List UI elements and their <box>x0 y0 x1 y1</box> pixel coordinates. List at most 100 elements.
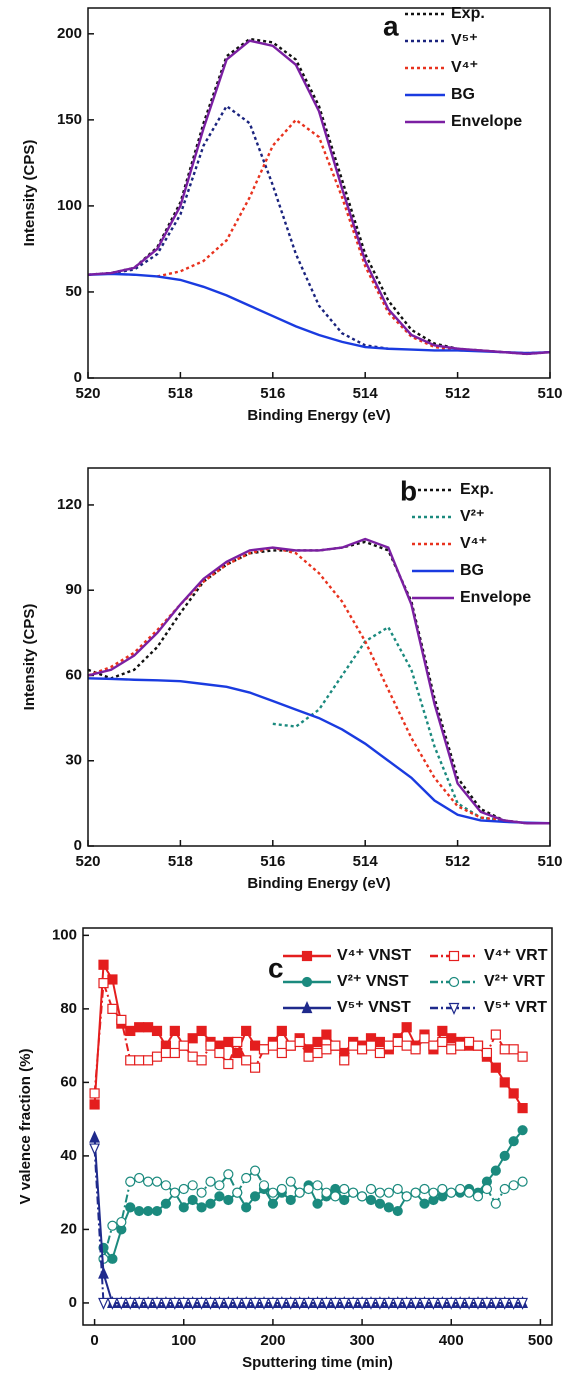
panel: 0 30 60 90 120 520 518 516 514 512 510 Binding Ener… <box>21 467 563 892</box>
marker <box>446 1044 457 1055</box>
marker <box>89 1143 101 1156</box>
marker <box>401 1040 412 1051</box>
marker <box>142 1055 154 1066</box>
y-tick-label: 40 <box>60 1147 77 1164</box>
marker <box>445 1297 457 1310</box>
marker <box>419 1297 430 1310</box>
marker <box>116 1014 127 1025</box>
marker <box>187 1033 198 1044</box>
x-tick-label: 512 <box>445 385 470 402</box>
marker <box>301 976 313 988</box>
marker <box>125 1176 136 1187</box>
marker <box>258 1044 270 1055</box>
marker <box>134 1055 145 1066</box>
marker <box>213 1297 225 1310</box>
marker <box>356 1191 368 1202</box>
marker <box>196 1055 207 1066</box>
series-line <box>88 272 550 355</box>
marker <box>276 1297 288 1310</box>
y-tick-label: 100 <box>57 197 82 214</box>
x-tick-label: 500 <box>528 1332 553 1349</box>
marker <box>178 1202 189 1213</box>
legend-label: BG <box>451 86 475 103</box>
marker <box>383 1040 394 1051</box>
y-tick-label: 150 <box>57 111 82 128</box>
y-tick-label: 0 <box>74 837 82 854</box>
marker <box>151 1176 163 1187</box>
marker <box>294 1036 305 1048</box>
legend-label: V⁵⁺ <box>451 32 478 49</box>
legend-label: V⁴⁺ <box>451 59 478 76</box>
marker <box>348 1187 359 1198</box>
marker <box>205 1198 216 1209</box>
marker <box>196 1202 207 1213</box>
marker <box>134 1172 145 1184</box>
marker <box>205 1176 216 1187</box>
marker <box>490 1062 501 1073</box>
series-line <box>157 118 550 355</box>
marker <box>223 1169 234 1180</box>
marker <box>437 1025 448 1037</box>
marker <box>178 1183 189 1195</box>
series-line <box>88 540 550 825</box>
marker <box>98 1297 109 1310</box>
marker <box>321 1187 332 1198</box>
marker <box>338 1297 350 1310</box>
marker <box>115 1297 127 1310</box>
marker <box>134 1022 145 1033</box>
marker <box>258 1180 270 1191</box>
marker <box>125 1055 136 1066</box>
marker <box>392 1297 404 1310</box>
marker <box>187 1180 198 1191</box>
legend-label: Exp. <box>451 5 485 22</box>
marker <box>107 974 118 985</box>
marker <box>419 1033 430 1044</box>
marker <box>187 1194 198 1206</box>
marker <box>329 1297 341 1310</box>
marker <box>374 1198 386 1209</box>
marker <box>455 1040 466 1051</box>
marker <box>508 1136 519 1147</box>
marker <box>374 1036 386 1048</box>
x-tick-label: 514 <box>353 385 379 402</box>
marker <box>365 1183 377 1195</box>
plot-area <box>89 959 529 1310</box>
plot-area <box>88 37 550 356</box>
marker <box>472 1297 484 1310</box>
marker <box>285 1040 296 1051</box>
marker <box>125 1025 136 1037</box>
marker <box>258 1297 270 1310</box>
marker <box>312 1047 323 1059</box>
series-line <box>88 546 550 825</box>
legend-label: V⁴⁺ VNST <box>337 947 411 964</box>
marker <box>303 1183 314 1195</box>
marker <box>374 1047 386 1059</box>
marker <box>214 1191 225 1202</box>
marker <box>116 1216 127 1228</box>
marker <box>98 978 109 989</box>
x-tick-label: 510 <box>537 853 562 870</box>
marker <box>517 1176 528 1187</box>
marker <box>499 1044 510 1055</box>
marker <box>383 1187 394 1198</box>
marker <box>339 1194 350 1206</box>
marker <box>249 1040 261 1051</box>
marker <box>499 1183 510 1195</box>
marker <box>276 1047 287 1059</box>
series-line <box>88 677 550 825</box>
marker <box>285 1176 296 1187</box>
x-tick-label: 300 <box>350 1332 375 1349</box>
marker <box>508 1180 519 1191</box>
marker <box>160 1198 172 1209</box>
marker <box>410 1187 421 1198</box>
y-tick-label: 60 <box>65 666 82 683</box>
marker <box>320 1297 332 1310</box>
marker <box>365 1297 377 1310</box>
x-tick-label: 520 <box>75 385 100 402</box>
legend-label: BG <box>460 562 484 579</box>
marker <box>517 1103 528 1114</box>
x-tick-label: 400 <box>439 1332 464 1349</box>
marker <box>249 1165 261 1176</box>
marker <box>98 959 109 970</box>
marker <box>151 1205 163 1217</box>
